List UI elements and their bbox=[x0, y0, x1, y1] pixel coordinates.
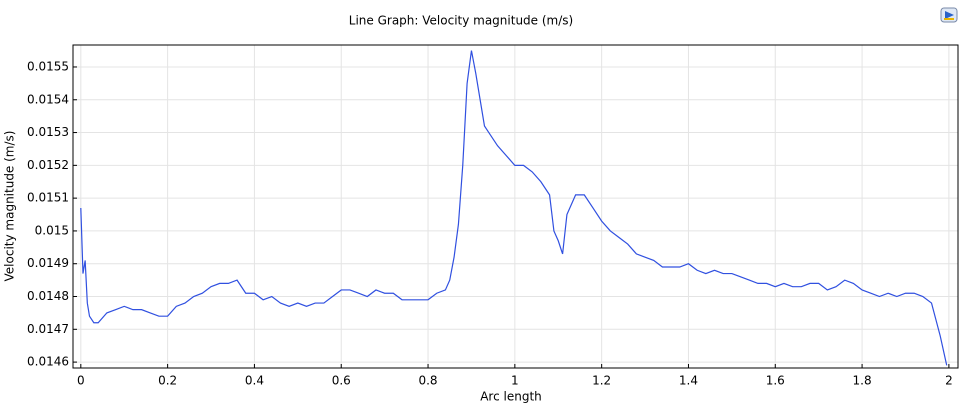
x-tick-label: 2 bbox=[945, 374, 953, 388]
y-tick-label: 0.0155 bbox=[27, 59, 69, 73]
x-tick-label: 0 bbox=[77, 374, 85, 388]
export-icon[interactable] bbox=[940, 7, 958, 23]
x-tick-label: 1 bbox=[511, 374, 519, 388]
y-tick-label: 0.0148 bbox=[27, 289, 69, 303]
y-axis-label: Velocity magnitude (m/s) bbox=[3, 131, 17, 282]
x-tick-label: 0.4 bbox=[245, 374, 264, 388]
icon-glyph[interactable] bbox=[945, 11, 954, 19]
y-tick-label: 0.0147 bbox=[27, 322, 69, 336]
y-tick-label: 0.0152 bbox=[27, 158, 69, 172]
x-tick-label: 0.6 bbox=[332, 374, 351, 388]
y-tick-label: 0.0154 bbox=[27, 92, 69, 106]
x-tick-label: 1.8 bbox=[853, 374, 872, 388]
x-tick-label: 1.6 bbox=[766, 374, 785, 388]
data-line bbox=[80, 50, 948, 366]
plot-frame bbox=[72, 44, 959, 369]
x-tick-label: 0.8 bbox=[418, 374, 437, 388]
y-tick-label: 0.0151 bbox=[27, 191, 69, 205]
x-axis-label: Arc length bbox=[480, 390, 542, 404]
chart-title: Line Graph: Velocity magnitude (m/s) bbox=[349, 14, 573, 28]
x-tick-label: 0.2 bbox=[158, 374, 177, 388]
x-tick-label: 1.2 bbox=[592, 374, 611, 388]
y-tick-label: 0.0146 bbox=[27, 355, 69, 369]
y-tick-label: 0.0149 bbox=[27, 256, 69, 270]
y-tick-label: 0.0153 bbox=[27, 125, 69, 139]
icon-bar[interactable] bbox=[944, 18, 954, 20]
y-tick-label: 0.015 bbox=[35, 223, 69, 237]
x-tick-label: 1.4 bbox=[679, 374, 698, 388]
